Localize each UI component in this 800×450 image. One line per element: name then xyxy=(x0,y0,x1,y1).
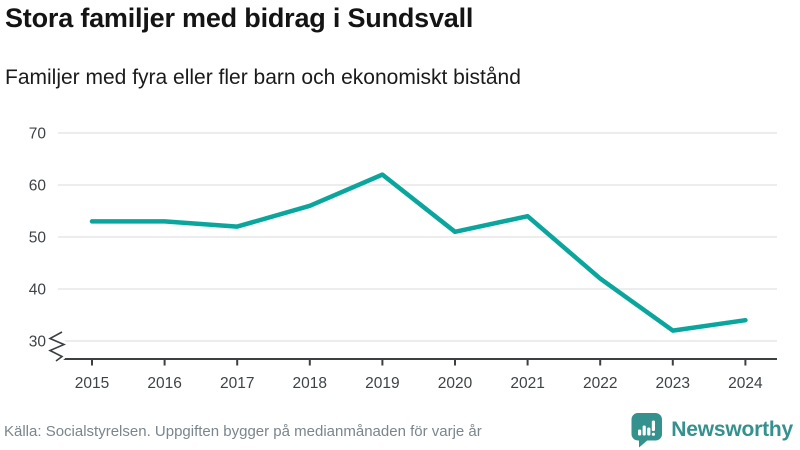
y-tick-label: 60 xyxy=(29,178,47,195)
y-tick-label: 30 xyxy=(29,334,47,351)
x-tick-label: 2023 xyxy=(656,375,690,392)
brand-name: Newsworthy xyxy=(671,417,793,441)
x-tick-label: 2017 xyxy=(220,375,254,392)
x-tick-label: 2016 xyxy=(147,375,181,392)
x-tick-label: 2015 xyxy=(75,375,109,392)
x-tick-label: 2024 xyxy=(728,375,763,392)
source-note: Källa: Socialstyrelsen. Uppgiften bygger… xyxy=(4,423,482,440)
y-tick-label: 70 xyxy=(29,126,47,143)
axis-break-icon xyxy=(48,331,67,362)
chart-title: Stora familjer med bidrag i Sundsvall xyxy=(5,3,474,33)
x-tick-label: 2019 xyxy=(365,375,399,392)
x-tick-label: 2020 xyxy=(438,375,473,392)
data-line xyxy=(89,172,748,333)
chart-subtitle: Familjer med fyra eller fler barn och ek… xyxy=(5,66,521,89)
x-tick-label: 2018 xyxy=(293,375,327,392)
y-tick-label: 50 xyxy=(29,230,47,247)
newsworthy-logo: Newsworthy xyxy=(630,411,793,448)
line-chart: 30 40 50 60 70 2015 2016 2017 2018 2019 2020 2021 20… xyxy=(29,126,777,392)
x-tick-label: 2021 xyxy=(510,375,544,392)
y-tick-label: 40 xyxy=(29,282,47,299)
chart-speech-bubble-icon xyxy=(631,413,663,448)
x-tick-label: 2022 xyxy=(583,375,617,392)
